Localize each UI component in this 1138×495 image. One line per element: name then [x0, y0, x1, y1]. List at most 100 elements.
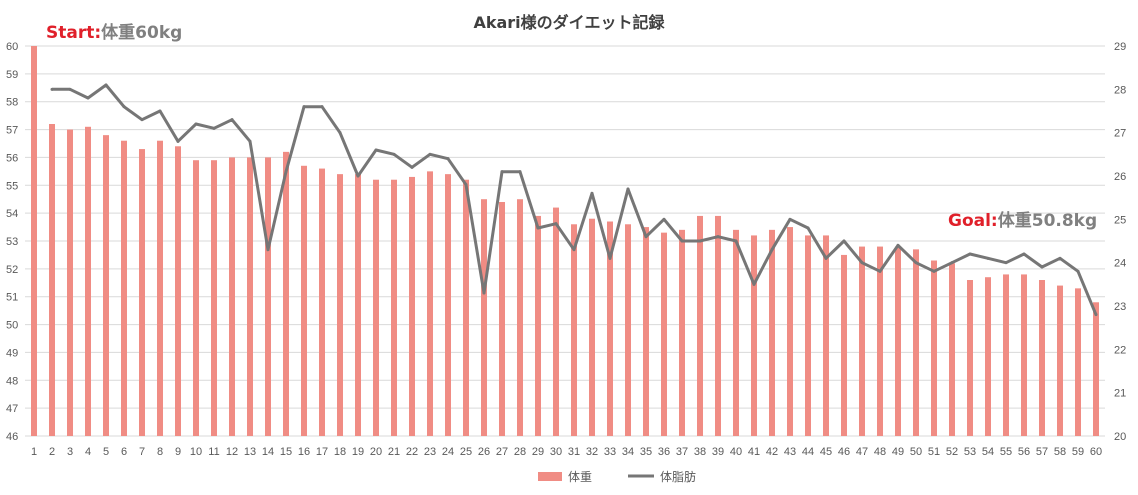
start-annotation-label: Start: — [46, 23, 101, 43]
body-fat-point — [266, 248, 270, 252]
body-fat-point — [248, 139, 252, 143]
left-tick-label: 60 — [6, 41, 18, 53]
weight-bar — [625, 224, 631, 436]
left-tick-label: 58 — [6, 97, 18, 109]
body-fat-point — [644, 235, 648, 239]
legend-body-fat-label: 体脂肪 — [660, 469, 696, 484]
x-tick-label: 17 — [316, 446, 328, 458]
body-fat-point — [986, 256, 990, 260]
left-tick-label: 53 — [6, 236, 18, 248]
x-tick-label: 24 — [442, 446, 454, 458]
x-tick-label: 33 — [604, 446, 616, 458]
body-fat-point — [824, 256, 828, 260]
body-fat-point — [1058, 256, 1062, 260]
right-tick-label: 23 — [1114, 301, 1126, 313]
x-tick-label: 59 — [1072, 446, 1084, 458]
body-fat-point — [50, 87, 54, 91]
weight-bar — [301, 165, 307, 437]
body-fat-point — [212, 126, 216, 130]
left-tick-label: 52 — [6, 264, 18, 276]
weight-bar — [535, 215, 541, 436]
body-fat-point — [662, 217, 666, 221]
x-tick-label: 52 — [946, 446, 958, 458]
x-tick-label: 55 — [1000, 446, 1012, 458]
body-fat-point — [86, 96, 90, 100]
body-fat-point — [1040, 265, 1044, 269]
chart-title: Akari様のダイエット記録 — [473, 13, 665, 32]
weight-bar — [1057, 285, 1063, 436]
weight-bar — [715, 215, 721, 436]
weight-bar — [985, 277, 991, 436]
x-tick-label: 26 — [478, 446, 490, 458]
weight-bar — [805, 235, 811, 436]
right-axis-ticks: 20 21 22 23 24 25 26 27 28 29 — [1114, 41, 1126, 443]
left-tick-label: 47 — [6, 403, 18, 415]
body-fat-point — [320, 105, 324, 109]
body-fat-point — [374, 148, 378, 152]
x-tick-label: 23 — [424, 446, 436, 458]
body-fat-point — [284, 170, 288, 174]
weight-bar — [85, 126, 91, 437]
x-tick-label: 31 — [568, 446, 580, 458]
legend: 体重 体脂肪 — [538, 469, 696, 484]
gridlines — [25, 45, 1105, 437]
weight-bar — [679, 229, 685, 436]
weight-bar — [967, 280, 973, 436]
x-tick-label: 25 — [460, 446, 472, 458]
body-fat-point — [1004, 261, 1008, 265]
weight-bar — [751, 235, 757, 436]
x-tick-label: 29 — [532, 446, 544, 458]
x-tick-label: 8 — [157, 446, 163, 458]
x-tick-label: 21 — [388, 446, 400, 458]
weight-bar — [1039, 280, 1045, 436]
weight-bar — [265, 157, 271, 436]
body-fat-point — [536, 226, 540, 230]
body-fat-point — [194, 122, 198, 126]
weight-bar — [643, 227, 649, 436]
weight-bar — [283, 151, 289, 436]
x-tick-label: 32 — [586, 446, 598, 458]
left-tick-label: 55 — [6, 180, 18, 192]
body-fat-point — [914, 261, 918, 265]
weight-bar — [31, 46, 37, 436]
weight-bar — [157, 140, 163, 436]
body-fat-point — [860, 261, 864, 265]
x-tick-label: 37 — [676, 446, 688, 458]
weight-bar — [517, 199, 523, 436]
body-fat-point — [572, 248, 576, 252]
body-fat-point — [230, 118, 234, 122]
x-tick-label: 28 — [514, 446, 526, 458]
body-fat-point — [734, 239, 738, 243]
left-tick-label: 46 — [6, 431, 18, 443]
body-fat-point — [896, 243, 900, 247]
body-fat-point — [500, 170, 504, 174]
weight-bars — [31, 46, 1099, 437]
x-tick-label: 36 — [658, 446, 670, 458]
x-tick-label: 13 — [244, 446, 256, 458]
right-tick-label: 24 — [1114, 258, 1126, 270]
x-tick-label: 15 — [280, 446, 292, 458]
weight-bar — [409, 176, 415, 436]
weight-bar — [1093, 302, 1099, 436]
weight-bar — [787, 227, 793, 436]
weight-bar — [49, 124, 55, 436]
x-tick-label: 34 — [622, 446, 634, 458]
x-tick-label: 46 — [838, 446, 850, 458]
x-tick-label: 60 — [1090, 446, 1102, 458]
weight-bar — [841, 254, 847, 436]
weight-bar — [1021, 274, 1027, 436]
body-fat-point — [770, 248, 774, 252]
start-annotation-text: 体重60kg — [101, 22, 182, 43]
x-tick-label: 30 — [550, 446, 562, 458]
weight-bar — [121, 140, 127, 436]
body-fat-point — [878, 269, 882, 273]
x-tick-label: 1 — [31, 446, 37, 458]
weight-bar — [67, 129, 73, 437]
x-tick-label: 2 — [49, 446, 55, 458]
body-fat-point — [410, 165, 414, 169]
weight-bar — [895, 246, 901, 436]
weight-bar — [319, 168, 325, 437]
weight-bar — [1075, 288, 1081, 436]
body-fat-line — [50, 83, 1098, 317]
